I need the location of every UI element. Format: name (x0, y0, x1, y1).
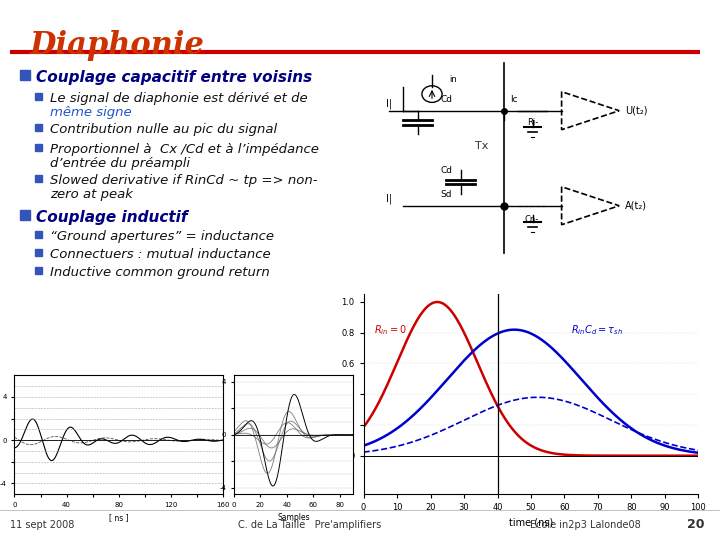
Bar (20, 210, 30, 220)
Text: Contribution nulle au pic du signal: Contribution nulle au pic du signal (50, 123, 277, 136)
Bar (35, 267, 42, 274)
Text: $R_{in}=0$: $R_{in}=0$ (374, 323, 406, 336)
Text: Cd: Cd (441, 166, 453, 175)
Bar (20, 70, 30, 80)
Text: “Ground apertures” = inductance: “Ground apertures” = inductance (50, 230, 274, 243)
Text: Inductive common ground return: Inductive common ground return (50, 266, 270, 279)
Text: Le signal de diaphonie est dérivé et de: Le signal de diaphonie est dérivé et de (50, 92, 307, 105)
Text: U(t₂): U(t₂) (625, 106, 647, 116)
Text: Cn-: Cn- (524, 215, 539, 224)
Text: Couplage inductif: Couplage inductif (36, 210, 187, 225)
Text: Sd: Sd (441, 190, 452, 199)
Text: C. de La Taille   Pre'amplifiers: C. de La Taille Pre'amplifiers (238, 520, 382, 530)
X-axis label: Samples: Samples (277, 514, 310, 522)
Bar (35, 144, 42, 151)
Text: même signe: même signe (50, 106, 132, 119)
Text: I|: I| (386, 98, 392, 109)
Text: Cd: Cd (441, 94, 453, 104)
Text: Couplage capacitif entre voisins: Couplage capacitif entre voisins (36, 70, 312, 85)
Text: I|: I| (386, 193, 392, 204)
Bar (35, 231, 42, 238)
Text: Ri-: Ri- (527, 118, 539, 127)
Text: Tx: Tx (475, 141, 489, 151)
Bar (35, 175, 42, 182)
Text: zero at peak: zero at peak (50, 188, 133, 201)
Text: in: in (449, 75, 457, 84)
Text: d’entrée du préampli: d’entrée du préampli (50, 157, 190, 170)
Text: Diaphonie: Diaphonie (30, 30, 205, 61)
X-axis label: [ ns ]: [ ns ] (109, 514, 129, 522)
Text: Ic: Ic (510, 94, 518, 104)
X-axis label: time (ns): time (ns) (509, 518, 553, 528)
Bar (35, 124, 42, 131)
Text: Ecole in2p3 Lalonde08: Ecole in2p3 Lalonde08 (530, 520, 641, 530)
Text: Proportionnel à  Cx /Cd et à l’impédance: Proportionnel à Cx /Cd et à l’impédance (50, 143, 319, 156)
Text: 11 sept 2008: 11 sept 2008 (10, 520, 74, 530)
Text: 20: 20 (688, 518, 705, 531)
Text: Slowed derivative if RinCd ~ tp => non-: Slowed derivative if RinCd ~ tp => non- (50, 174, 318, 187)
Text: A(t₂): A(t₂) (625, 201, 647, 211)
Text: Connectuers : mutual inductance: Connectuers : mutual inductance (50, 248, 271, 261)
Bar (35, 93, 42, 100)
Text: $R_{in}C_d=\tau_{sh}$: $R_{in}C_d=\tau_{sh}$ (571, 323, 623, 336)
Bar (35, 249, 42, 256)
